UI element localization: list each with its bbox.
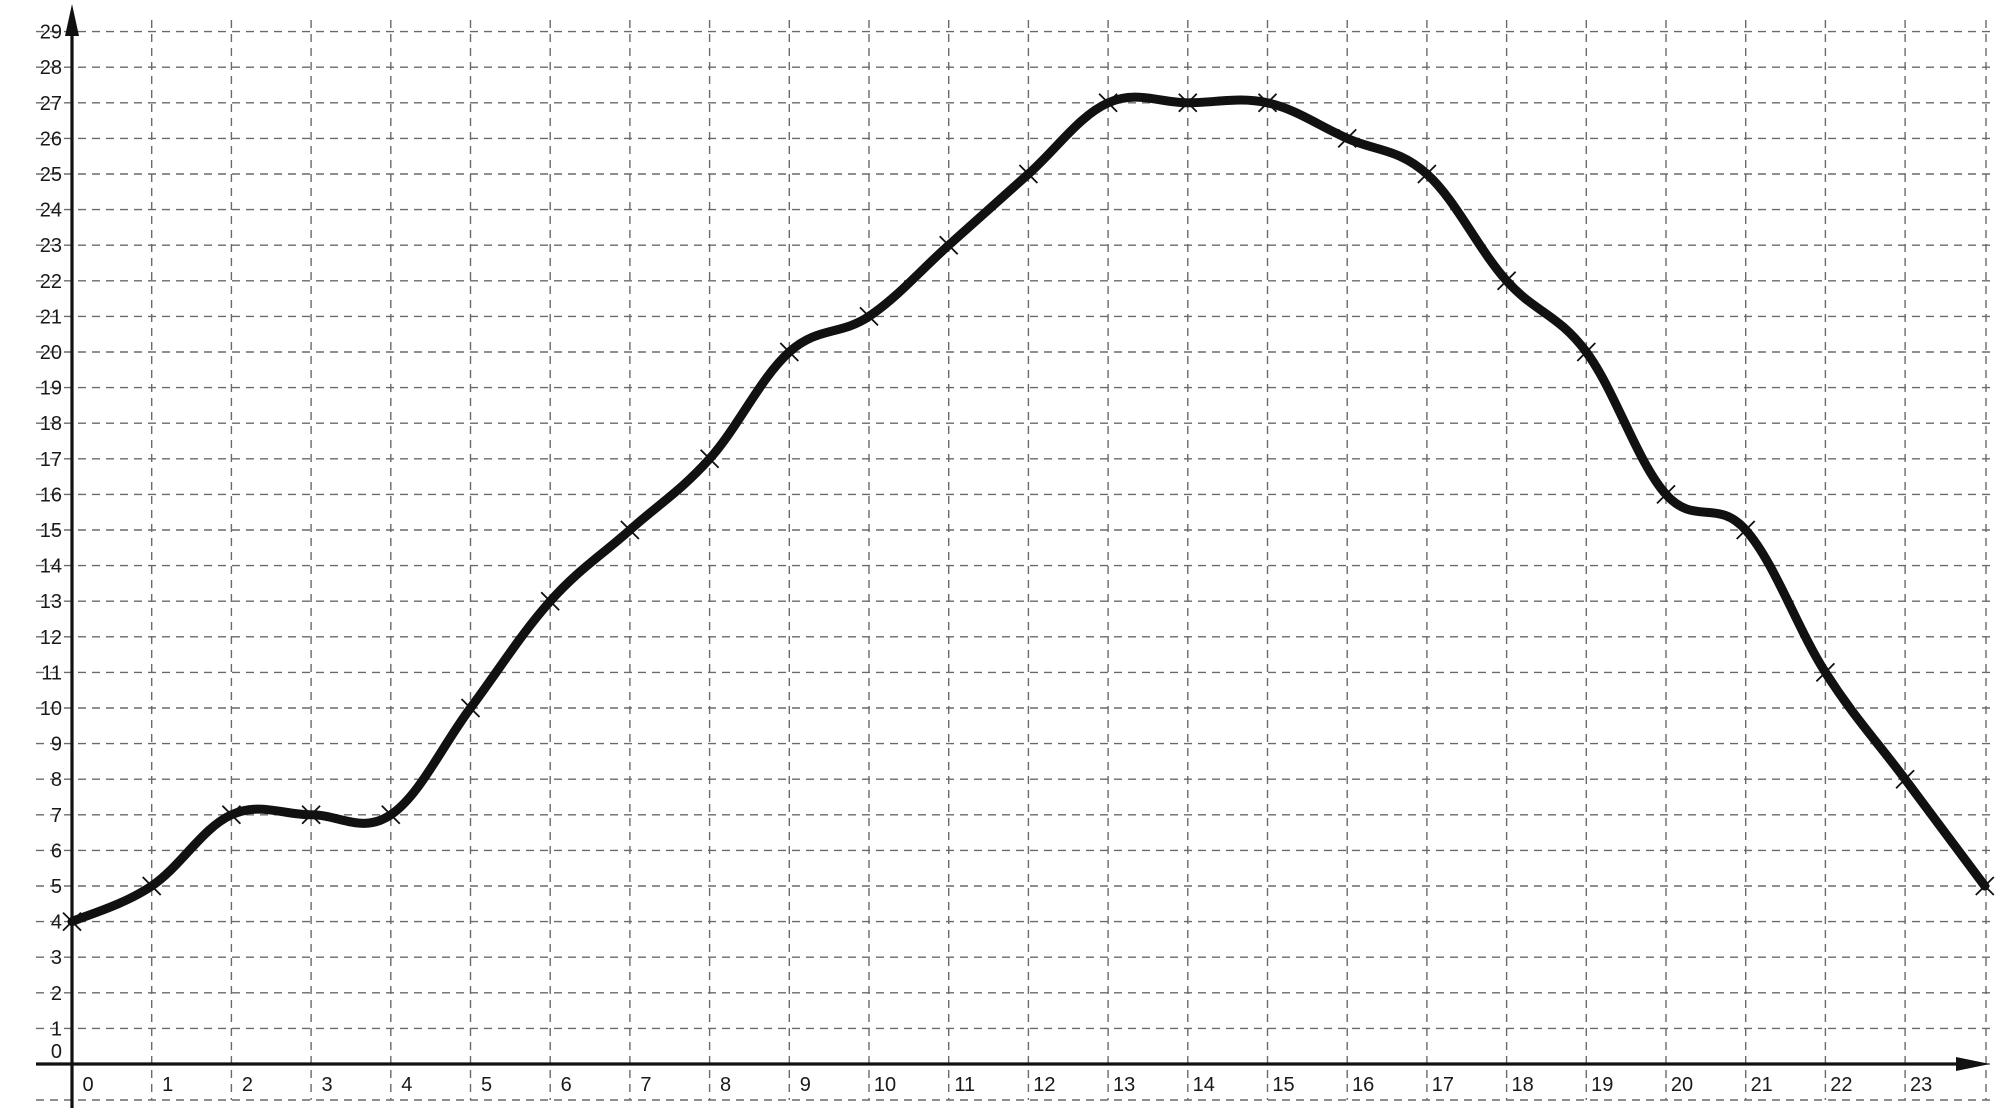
x-tick-labels: 0 1 2 3 4 5 6 7 8 9 10 11 12 13 14 15 16 17 18 19 20 21 22 23 xyxy=(82,1074,1932,1096)
data-point-marker xyxy=(1337,128,1357,149)
x-tick-label: 10 xyxy=(874,1074,896,1096)
y-tick-label: 29 xyxy=(40,22,62,44)
y-tick-label: 2 xyxy=(51,983,62,1005)
data-point-marker xyxy=(699,449,720,469)
y-tick-label: 5 xyxy=(51,876,62,898)
data-point-marker xyxy=(221,805,242,825)
y-tick-label: 22 xyxy=(40,271,62,293)
y-tick-label: 4 xyxy=(51,912,62,934)
y-tick-label: 1 xyxy=(51,1018,62,1040)
data-point-marker xyxy=(381,805,401,825)
y-tick-label: 24 xyxy=(40,200,62,222)
data-point-marker xyxy=(939,235,959,255)
y-tick-label: 11 xyxy=(41,662,62,684)
data-point-marker xyxy=(1656,484,1676,505)
x-tick-label: 15 xyxy=(1272,1074,1294,1096)
data-point-marker xyxy=(142,876,162,896)
data-point-marker xyxy=(1895,769,1915,789)
x-tick-label: 5 xyxy=(481,1074,492,1096)
x-tick-label: 2 xyxy=(242,1074,253,1096)
y-tick-label: 20 xyxy=(40,342,62,364)
y-tick-label: 14 xyxy=(40,556,62,578)
data-point-marker xyxy=(301,805,321,825)
x-tick-label: 22 xyxy=(1830,1074,1852,1096)
y-tick-label: 19 xyxy=(40,378,62,400)
x-tick-label: 17 xyxy=(1432,1074,1454,1096)
x-tick-label: 20 xyxy=(1671,1074,1693,1096)
y-tick-label: 6 xyxy=(51,840,62,862)
y-tick-label: 23 xyxy=(40,235,62,257)
data-point-marker xyxy=(1736,520,1756,540)
y-tick-label: 28 xyxy=(40,57,62,79)
data-point-marker xyxy=(62,911,82,932)
y-tick-label: 8 xyxy=(51,769,62,791)
x-tick-label: 21 xyxy=(1751,1074,1773,1096)
data-point-marker xyxy=(1257,93,1278,113)
series-line xyxy=(67,92,1990,927)
y-tick-label: 17 xyxy=(40,449,62,471)
y-tick-label: 27 xyxy=(40,93,62,115)
x-tick-label: 3 xyxy=(322,1074,333,1096)
x-tick-label: 9 xyxy=(800,1074,811,1096)
data-point-markers xyxy=(62,93,1995,932)
x-tick-label: 0 xyxy=(82,1074,93,1096)
data-point-marker xyxy=(1975,876,1995,896)
axes xyxy=(36,4,1990,1108)
data-point-marker xyxy=(1815,662,1836,683)
y-tick-label: 12 xyxy=(40,627,62,649)
y-tick-label: 9 xyxy=(51,734,62,756)
y-tick-label: 0 xyxy=(51,1041,62,1063)
data-point-marker xyxy=(1178,93,1198,113)
x-axis-arrowhead xyxy=(1956,1057,1990,1071)
y-tick-label: 18 xyxy=(40,413,62,435)
y-tick-label: 7 xyxy=(51,805,62,827)
data-point-marker xyxy=(1098,93,1118,113)
x-tick-label: 1 xyxy=(162,1074,173,1096)
y-tick-label: 3 xyxy=(51,947,62,969)
y-tick-label: 10 xyxy=(40,698,62,720)
x-tick-label: 14 xyxy=(1193,1074,1215,1096)
data-point-marker xyxy=(779,342,799,362)
x-tick-label: 8 xyxy=(720,1074,731,1096)
x-tick-label: 11 xyxy=(954,1074,975,1096)
y-tick-labels: 0123456789101112131415161718192021222324… xyxy=(40,22,62,1063)
x-tick-label: 16 xyxy=(1352,1074,1374,1096)
y-axis-arrowhead xyxy=(65,4,79,36)
x-tick-label: 23 xyxy=(1910,1074,1932,1096)
x-tick-label: 18 xyxy=(1511,1074,1533,1096)
y-tick-label: 16 xyxy=(40,484,62,506)
data-point-marker xyxy=(460,698,481,718)
x-tick-label: 12 xyxy=(1033,1074,1055,1096)
y-tick-label: 13 xyxy=(40,591,62,613)
y-tick-label: 21 xyxy=(40,306,62,328)
data-point-marker xyxy=(1417,164,1437,184)
data-point-marker xyxy=(1018,164,1039,184)
grid-lines xyxy=(36,20,1990,1101)
y-tick-label: 25 xyxy=(40,164,62,186)
y-tick-label: 15 xyxy=(40,520,62,542)
data-point-marker xyxy=(620,520,640,540)
x-tick-label: 4 xyxy=(401,1074,412,1096)
x-tick-label: 7 xyxy=(640,1074,651,1096)
x-tick-label: 19 xyxy=(1591,1074,1613,1096)
data-point-marker xyxy=(859,306,879,327)
data-point-marker xyxy=(540,591,560,611)
series-layer xyxy=(67,92,1990,927)
x-tick-label: 13 xyxy=(1113,1074,1135,1096)
data-point-marker xyxy=(1576,342,1596,362)
y-tick-label: 26 xyxy=(40,128,62,150)
x-tick-label: 6 xyxy=(561,1074,572,1096)
data-point-marker xyxy=(1496,271,1517,291)
